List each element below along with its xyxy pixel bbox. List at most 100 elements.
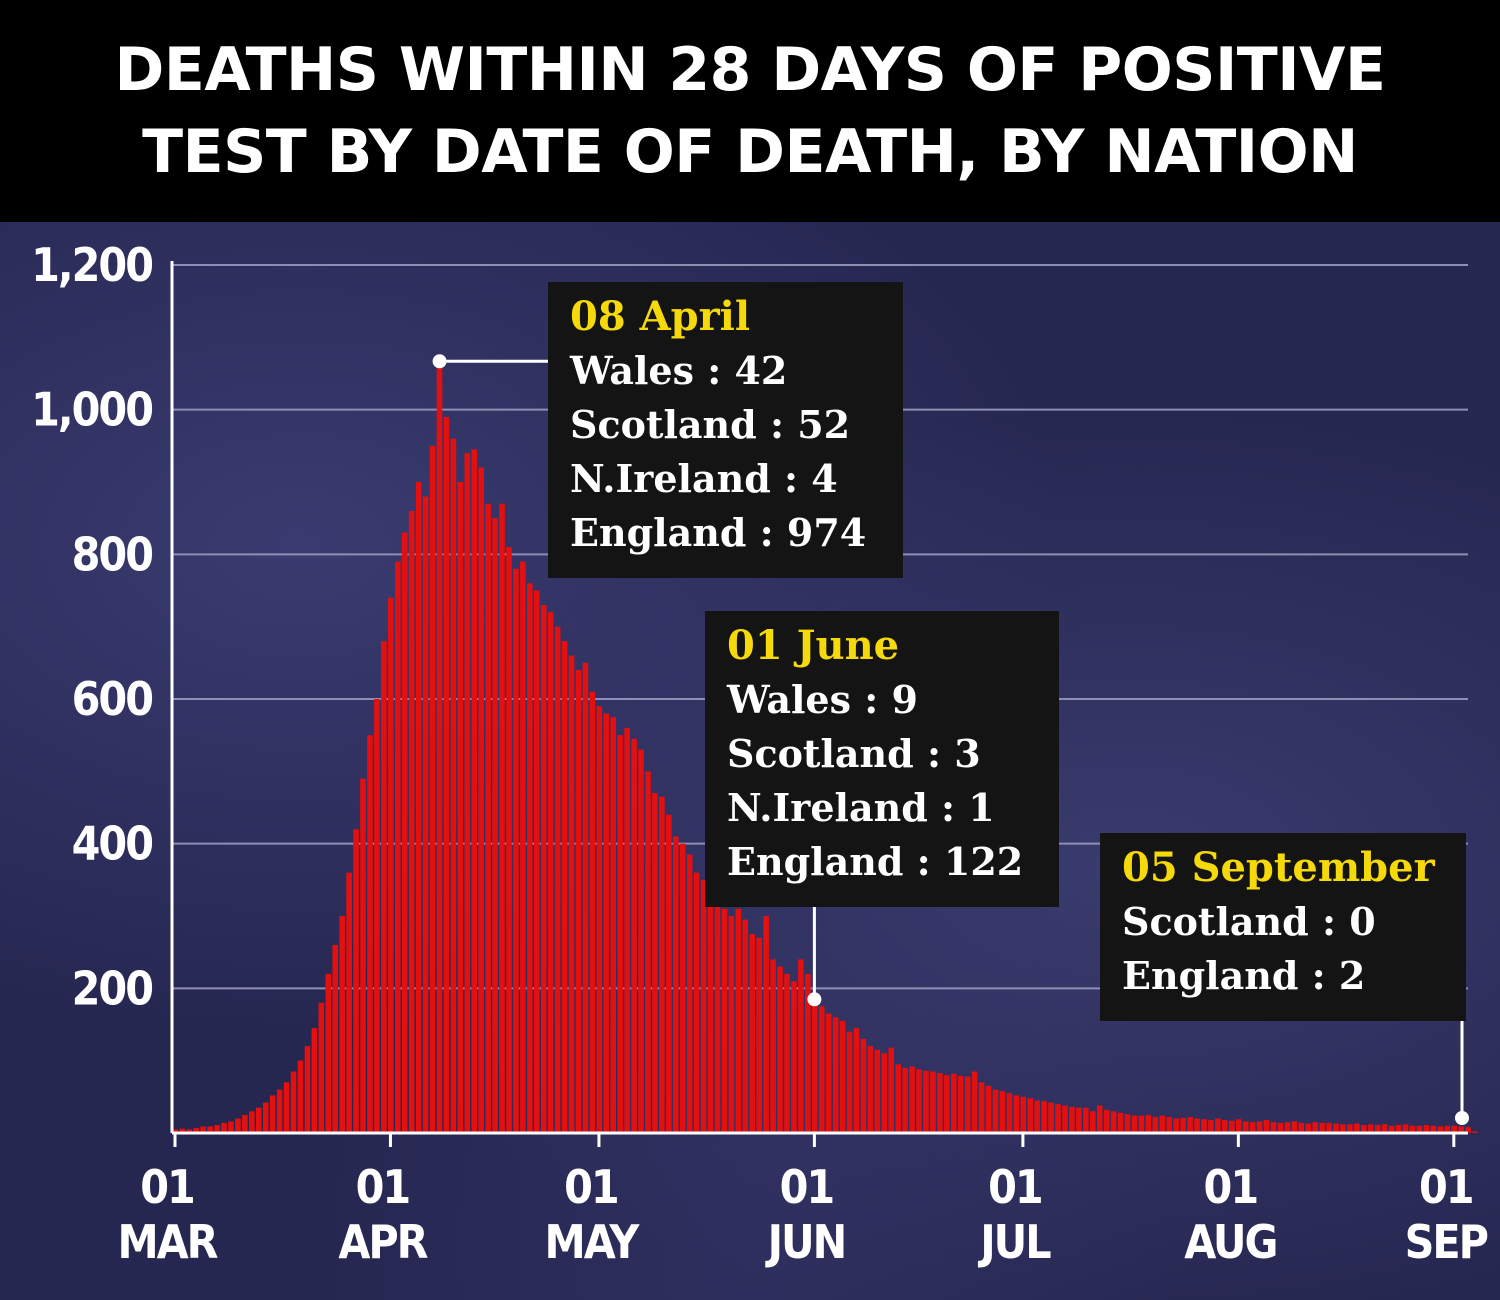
callout-01-june-england: England : 122 [727,839,1024,884]
bar [1444,1125,1450,1133]
bar [221,1122,227,1133]
chart-header: DEATHS WITHIN 28 DAYS OF POSITIVE TEST B… [0,0,1500,222]
bar [367,735,373,1133]
bar [527,583,533,1133]
bar [589,691,596,1133]
bar [895,1064,901,1133]
bar [575,670,582,1133]
bar [825,1013,832,1133]
bar [1222,1119,1228,1133]
bar [874,1049,881,1133]
bar [951,1073,957,1133]
bar [256,1107,262,1133]
bar [297,1060,304,1133]
bar [603,713,610,1133]
bar [1117,1112,1124,1133]
bar [1215,1118,1221,1133]
bar [777,966,783,1133]
x-tick-month-label: AUG [1184,1215,1276,1269]
bar [1249,1122,1256,1133]
callout-05-september-england: England : 2 [1122,953,1366,998]
bar [1319,1122,1325,1133]
bar [728,916,735,1133]
bar [1374,1125,1381,1133]
bar [1187,1117,1193,1133]
bar [290,1071,297,1133]
x-tick-day-label: 01 [988,1160,1042,1214]
bar [1194,1118,1200,1133]
bar [978,1082,985,1133]
bar [888,1047,894,1133]
bar [1229,1120,1235,1133]
bar [1062,1105,1068,1133]
bar [686,854,693,1133]
bar [812,999,818,1133]
bar [179,1128,186,1133]
bar [1263,1119,1270,1133]
bar [561,641,568,1133]
bar [1124,1114,1131,1133]
bar [1180,1117,1186,1133]
bar [513,568,519,1133]
bar [742,919,749,1133]
bar [1388,1125,1395,1133]
callout-01-june-scotland: Scotland : 3 [727,731,981,776]
bar [401,532,408,1133]
bar [228,1121,234,1133]
bar [1333,1123,1339,1133]
bar [346,872,352,1133]
bar [276,1089,283,1133]
y-tick-label: 800 [72,527,153,581]
bar [450,438,457,1134]
callout-01-june-dot [807,992,822,1007]
bar [714,901,721,1133]
bar [624,727,630,1133]
bar [332,944,338,1133]
bar [1326,1122,1332,1133]
bar [707,890,714,1133]
bar [478,467,484,1133]
bar [1048,1102,1054,1133]
bar [999,1091,1006,1133]
bar [867,1046,874,1133]
x-tick-month-label: APR [338,1215,428,1269]
bar [1305,1123,1311,1133]
callout-08-april-date: 08 April [570,293,751,340]
callout-08-april: 08 April Wales : 42 Scotland : 52 N.Irel… [548,282,903,578]
bar [763,916,769,1133]
bar [408,510,415,1133]
bar [443,416,450,1133]
bar [853,1028,860,1133]
x-tick-day-label: 01 [1419,1160,1473,1214]
bar [909,1066,915,1133]
x-tick-month-label: SEP [1405,1215,1488,1269]
bar [1201,1119,1207,1133]
x-tick-day-label: 01 [780,1160,834,1214]
bar [1013,1095,1020,1133]
bar [471,449,477,1133]
callout-05-september-scotland: Scotland : 0 [1122,899,1376,944]
bar [304,1046,311,1133]
bar [436,366,443,1133]
bar [547,612,554,1133]
bar [985,1085,992,1133]
callout-01-june-nireland: N.Ireland : 1 [727,785,995,830]
bar [568,655,575,1133]
bar [1381,1124,1388,1133]
bar [1416,1125,1423,1133]
bar [839,1020,846,1133]
bar [283,1082,290,1133]
callout-05-september: 05 September Scotland : 0 England : 2 [1100,833,1466,1021]
callout-08-april-wales: Wales : 42 [570,348,788,393]
x-tick-month-label: JUN [765,1215,846,1269]
bar [1312,1122,1318,1133]
bar [756,937,762,1133]
chart-title-line-2: TEST BY DATE OF DEATH, BY NATION [142,117,1358,187]
bar [937,1072,943,1133]
bar [846,1031,853,1133]
bar [422,496,429,1133]
bar [506,547,512,1133]
bar [1034,1100,1040,1133]
bar [652,793,658,1133]
bar [200,1126,206,1133]
